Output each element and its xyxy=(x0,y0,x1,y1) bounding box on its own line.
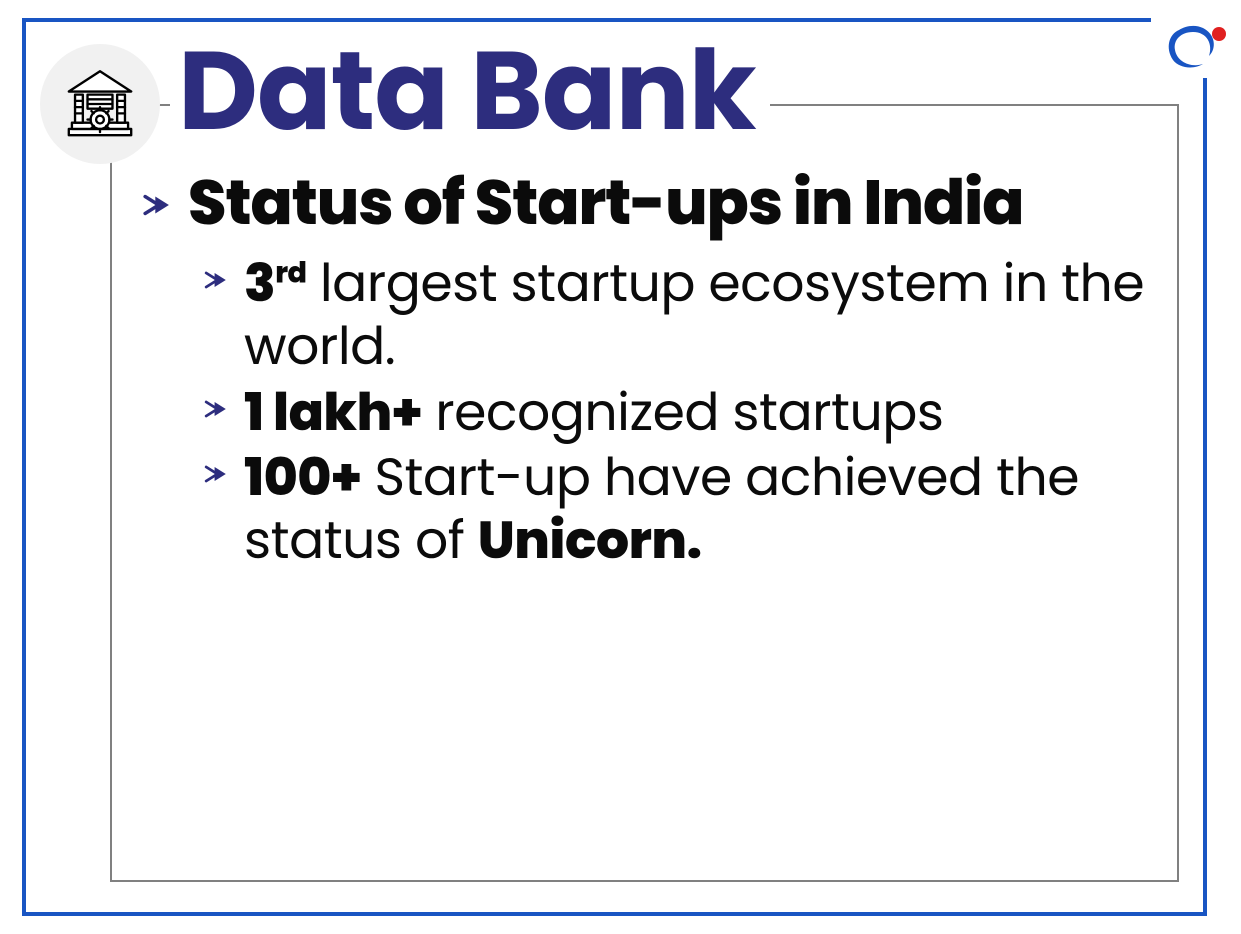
bullet-rest: largest startup ecosys­tem in the world. xyxy=(244,247,1144,383)
bullet-text: 3rd largest startup ecosys­tem in the wo… xyxy=(244,252,1161,379)
bullet-text: 100+ Start-up have achieved the status o… xyxy=(244,446,1161,573)
page-title-wrap: Data Bank xyxy=(170,36,770,146)
bullet-bold-suffix: Unicorn. xyxy=(478,504,702,577)
bullet-rest: recognized startups xyxy=(422,376,944,449)
bullet-bold: 1 lakh+ xyxy=(244,376,422,449)
page-title: Data Bank xyxy=(178,36,756,146)
bullet-bold: 3 xyxy=(244,247,275,320)
arrow-bullet-icon xyxy=(140,188,174,222)
headline-row: Status of Start-ups in India xyxy=(140,170,1161,236)
list-item: 100+ Start-up have achieved the status o… xyxy=(202,446,1161,573)
bullet-sup: rd xyxy=(275,253,306,293)
bank-gear-icon xyxy=(40,44,160,164)
arrow-bullet-icon xyxy=(202,395,230,423)
bullet-bold: 100+ xyxy=(244,441,361,514)
arrow-bullet-icon xyxy=(202,460,230,488)
arrow-bullet-icon xyxy=(202,266,230,294)
brand-logo xyxy=(1151,18,1241,78)
bullet-list: 3rd largest startup ecosys­tem in the wo… xyxy=(140,252,1161,573)
content-area: Status of Start-ups in India 3rd largest… xyxy=(140,170,1161,874)
list-item: 3rd largest startup ecosys­tem in the wo… xyxy=(202,252,1161,379)
headline-text: Status of Start-ups in India xyxy=(188,170,1023,236)
list-item: 1 lakh+ recognized startups xyxy=(202,381,1161,444)
bullet-text: 1 lakh+ recognized startups xyxy=(244,381,944,444)
